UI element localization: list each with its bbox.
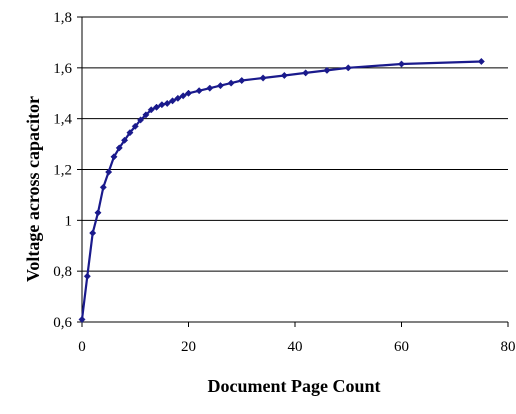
data-point-marker bbox=[142, 111, 150, 119]
data-point-marker bbox=[302, 69, 310, 77]
data-point-marker bbox=[131, 122, 139, 130]
data-point-marker bbox=[78, 315, 86, 324]
series-layer bbox=[78, 57, 485, 324]
x-tick-label: 60 bbox=[394, 339, 409, 355]
y-tick-label: 0,8 bbox=[53, 264, 72, 280]
y-axis-title: Voltage across capacitor bbox=[23, 96, 43, 282]
y-tick-label: 1,8 bbox=[53, 10, 72, 26]
x-tick-label: 20 bbox=[181, 339, 196, 355]
data-point-marker bbox=[280, 71, 288, 80]
series-line bbox=[80, 60, 482, 320]
data-point-marker bbox=[227, 79, 235, 87]
tick-labels: 0,6 0,8 1 1,2 1,4 1,6 1,8 0 20 40 60 80 bbox=[53, 10, 515, 355]
y-tick-label: 1,2 bbox=[53, 163, 72, 179]
data-point-marker bbox=[99, 183, 107, 191]
data-point-marker bbox=[105, 168, 113, 176]
x-axis-title: Document Page Count bbox=[208, 376, 381, 396]
data-point-marker bbox=[83, 272, 91, 280]
x-tick-label: 80 bbox=[501, 339, 516, 355]
x-tick-label: 40 bbox=[288, 339, 303, 355]
y-tick-label: 0,6 bbox=[53, 315, 72, 331]
gridlines bbox=[82, 16, 508, 272]
data-point-marker bbox=[477, 57, 485, 66]
data-point-marker bbox=[344, 64, 352, 72]
data-point-marker bbox=[115, 144, 123, 152]
data-point-marker bbox=[206, 84, 214, 92]
y-tick-label: 1 bbox=[65, 213, 73, 229]
data-point-marker bbox=[89, 229, 97, 237]
y-tick-label: 1,6 bbox=[53, 61, 72, 77]
data-point-marker bbox=[174, 94, 182, 102]
data-point-marker bbox=[259, 74, 267, 82]
data-point-marker bbox=[179, 92, 187, 100]
data-point-marker bbox=[94, 209, 102, 217]
x-tick-label: 0 bbox=[78, 339, 86, 355]
data-point-marker bbox=[110, 153, 118, 161]
data-point-marker bbox=[397, 60, 406, 68]
data-point-marker bbox=[216, 82, 225, 90]
y-tick-label: 1,4 bbox=[53, 112, 72, 128]
data-point-marker bbox=[323, 66, 331, 74]
data-point-marker bbox=[147, 106, 155, 114]
data-point-marker bbox=[168, 97, 177, 105]
data-point-marker bbox=[121, 136, 129, 144]
data-point-marker bbox=[152, 103, 161, 111]
data-point-marker bbox=[163, 99, 171, 107]
data-point-marker bbox=[195, 87, 203, 95]
data-point-marker bbox=[137, 116, 145, 124]
data-point-marker bbox=[126, 129, 134, 137]
data-point-marker bbox=[238, 76, 246, 85]
axes bbox=[77, 16, 509, 327]
data-point-marker bbox=[184, 89, 193, 97]
